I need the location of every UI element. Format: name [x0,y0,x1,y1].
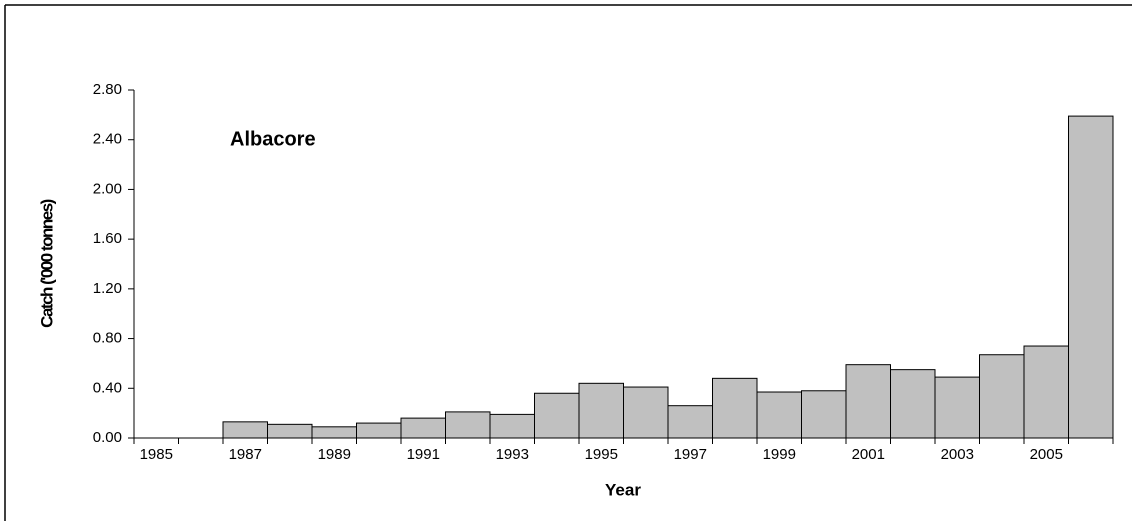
x-tick-label: 1985 [140,446,173,463]
x-tick-label: 2005 [1030,446,1063,463]
bar [222,421,268,439]
bar [712,377,758,439]
bar [667,405,713,439]
y-tick-label: 2.80 [93,81,122,98]
y-tick-label: 1.20 [93,280,122,297]
bar [1023,345,1069,439]
bar [311,426,357,439]
x-tick-label: 1991 [407,446,440,463]
bar [489,413,535,439]
x-axis-label: Year [605,480,641,499]
bar [756,391,802,439]
x-tick-label: 1987 [229,446,262,463]
bar [890,369,936,439]
bar [1068,115,1114,439]
bar [979,354,1025,439]
bar [623,386,669,439]
y-tick-label: 0.80 [93,330,122,347]
x-tick-label: 1995 [585,446,618,463]
x-tick-label: 2003 [941,446,974,463]
x-tick-label: 1999 [763,446,796,463]
bar [934,376,980,439]
y-tick-label: 2.00 [93,180,122,197]
x-tick-label: 1993 [496,446,529,463]
bar [445,411,491,439]
x-tick-label: 1997 [674,446,707,463]
annotation: Albacore [230,128,316,150]
y-tick-label: 1.60 [93,230,122,247]
bar [801,390,847,439]
bar [578,382,624,439]
x-tick-label: 2001 [852,446,885,463]
bar [400,417,446,439]
y-axis-label: Catch ('000 tonnes) [37,199,56,327]
y-tick-label: 0.00 [93,429,122,446]
bar [356,422,402,439]
bar [845,364,891,439]
y-tick-label: 2.40 [93,131,122,148]
y-tick-label: 0.40 [93,379,122,396]
bar [534,392,580,439]
x-tick-label: 1989 [318,446,351,463]
bar [267,423,313,439]
